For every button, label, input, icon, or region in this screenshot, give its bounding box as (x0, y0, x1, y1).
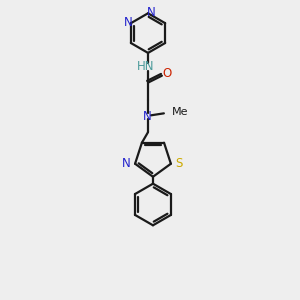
Text: Me: Me (172, 107, 188, 117)
Text: N: N (147, 6, 155, 19)
Text: HN: HN (137, 60, 155, 73)
Text: N: N (122, 157, 131, 170)
Text: O: O (162, 67, 172, 80)
Text: N: N (124, 16, 132, 29)
Text: S: S (175, 157, 182, 170)
Text: N: N (143, 110, 152, 123)
